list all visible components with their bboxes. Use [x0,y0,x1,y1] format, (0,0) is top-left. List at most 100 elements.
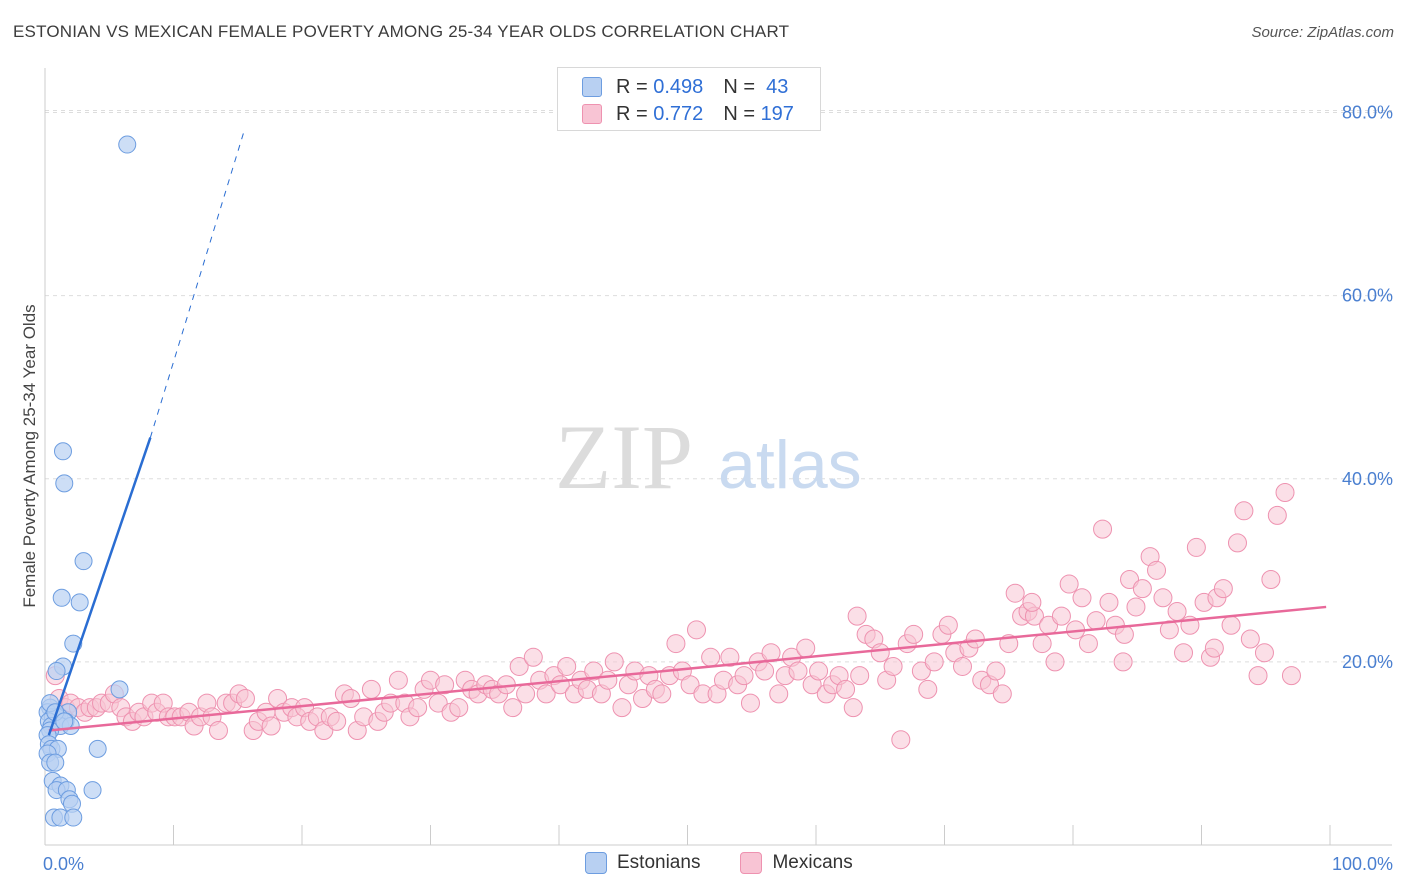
mexicans-point [509,656,529,676]
mexicans-point [1261,569,1281,589]
mexicans-point [986,661,1006,681]
mexicans-point [361,679,381,699]
mexicans-point [965,629,985,649]
y-tick-label: 40.0% [1342,469,1393,489]
mexicans-point [612,698,632,718]
legend-swatch-estonians [582,77,602,97]
mexicans-point [904,624,924,644]
mexicans-point [952,656,972,676]
mexicans-point [1159,620,1179,640]
mexicans-point [701,647,721,667]
mexicans-point [1086,611,1106,631]
mexicans-point [1051,606,1071,626]
mexicans-point [1174,643,1194,663]
mexicans-point [740,693,760,713]
estonians-points [38,135,137,827]
legend-label-mexicans: Mexicans [772,852,853,873]
y-axis-label: Female Poverty Among 25-34 Year Olds [20,304,39,607]
legend-swatch-mexicans [740,852,763,874]
mexicans-point [1204,638,1224,658]
legend-r-value: 0.498 [653,75,704,98]
estonians-point [64,808,83,827]
mexicans-point [680,675,700,695]
estonians-point [70,593,89,612]
estonians-point [74,552,93,571]
mexicans-point [1147,560,1167,580]
x-tick-label: 100.0% [1332,854,1393,874]
watermark-zip: ZIP [555,406,693,508]
mexicans-point [327,711,347,731]
trend-lines [47,130,1327,736]
mexicans-point [1213,579,1233,599]
estonians-trend-line [47,437,152,736]
mexicans-point [1281,666,1301,686]
mexicans-point [809,661,829,681]
legend-n-label: N = [723,102,755,125]
mexicans-point [870,643,890,663]
legend-r-label: R = [616,102,648,125]
mexicans-point [924,652,944,672]
watermark-atlas: atlas [718,427,862,503]
mexicans-point [847,606,867,626]
mexicans-point [1240,629,1260,649]
mexicans-points [45,482,1301,750]
mexicans-point [536,684,556,704]
mexicans-point [769,684,789,704]
estonians-trend-extension [149,130,245,438]
mexicans-point [1254,643,1274,663]
mexicans-point [1267,505,1287,525]
mexicans-point [1227,533,1247,553]
mexicans-point [666,634,686,654]
estonians-point [110,680,129,699]
bottom-legend: Estonians Mexicans [585,852,893,874]
estonians-point [46,753,65,772]
mexicans-point [1132,579,1152,599]
mexicans-point [598,670,618,690]
estonians-point [52,588,71,607]
legend-n-label: N = [723,75,755,98]
chart-title: ESTONIAN VS MEXICAN FEMALE POVERTY AMONG… [13,22,790,41]
mexicans-point [836,679,856,699]
legend-row-estonians: R = 0.498 N = 43 [582,75,788,99]
mexicans-point [408,698,428,718]
watermark: ZIP atlas [555,406,862,508]
mexicans-point [1120,569,1140,589]
mexicans-point [1113,652,1133,672]
mexicans-point [686,620,706,640]
legend-row-mexicans: R = 0.772 N = 197 [582,102,794,126]
mexicans-point [911,661,931,681]
mexicans-point [938,615,958,635]
mexicans-point [235,689,255,709]
mexicans-point [918,679,938,699]
estonians-point [118,135,137,154]
estonians-point [83,781,102,800]
mexicans-point [788,661,808,681]
mexicans-point [1059,574,1079,594]
mexicans-point [261,716,281,736]
mexicans-point [796,638,816,658]
mexicans-point [523,647,543,667]
mexicans-point [1022,592,1042,612]
estonians-point [53,442,72,461]
mexicans-point [1234,501,1254,521]
mexicans-point [435,675,455,695]
legend-r-value: 0.772 [653,102,704,125]
mexicans-point [1078,634,1098,654]
mexicans-point [1032,634,1052,654]
mexicans-point [1248,666,1268,686]
legend-n-value: 43 [766,75,789,98]
mexicans-point [449,698,469,718]
mexicans-point [388,670,408,690]
mexicans-point [1072,588,1092,608]
mexicans-point [1126,597,1146,617]
mexicans-point [604,652,624,672]
legend-swatch-mexicans [582,104,602,124]
mexicans-point [652,684,672,704]
legend-label-estonians: Estonians [617,852,701,873]
mexicans-point [557,656,577,676]
mexicans-point [341,689,361,709]
bottom-legend-estonians[interactable]: Estonians [585,852,700,874]
estonians-point [47,662,66,681]
bottom-legend-mexicans[interactable]: Mexicans [740,852,853,874]
